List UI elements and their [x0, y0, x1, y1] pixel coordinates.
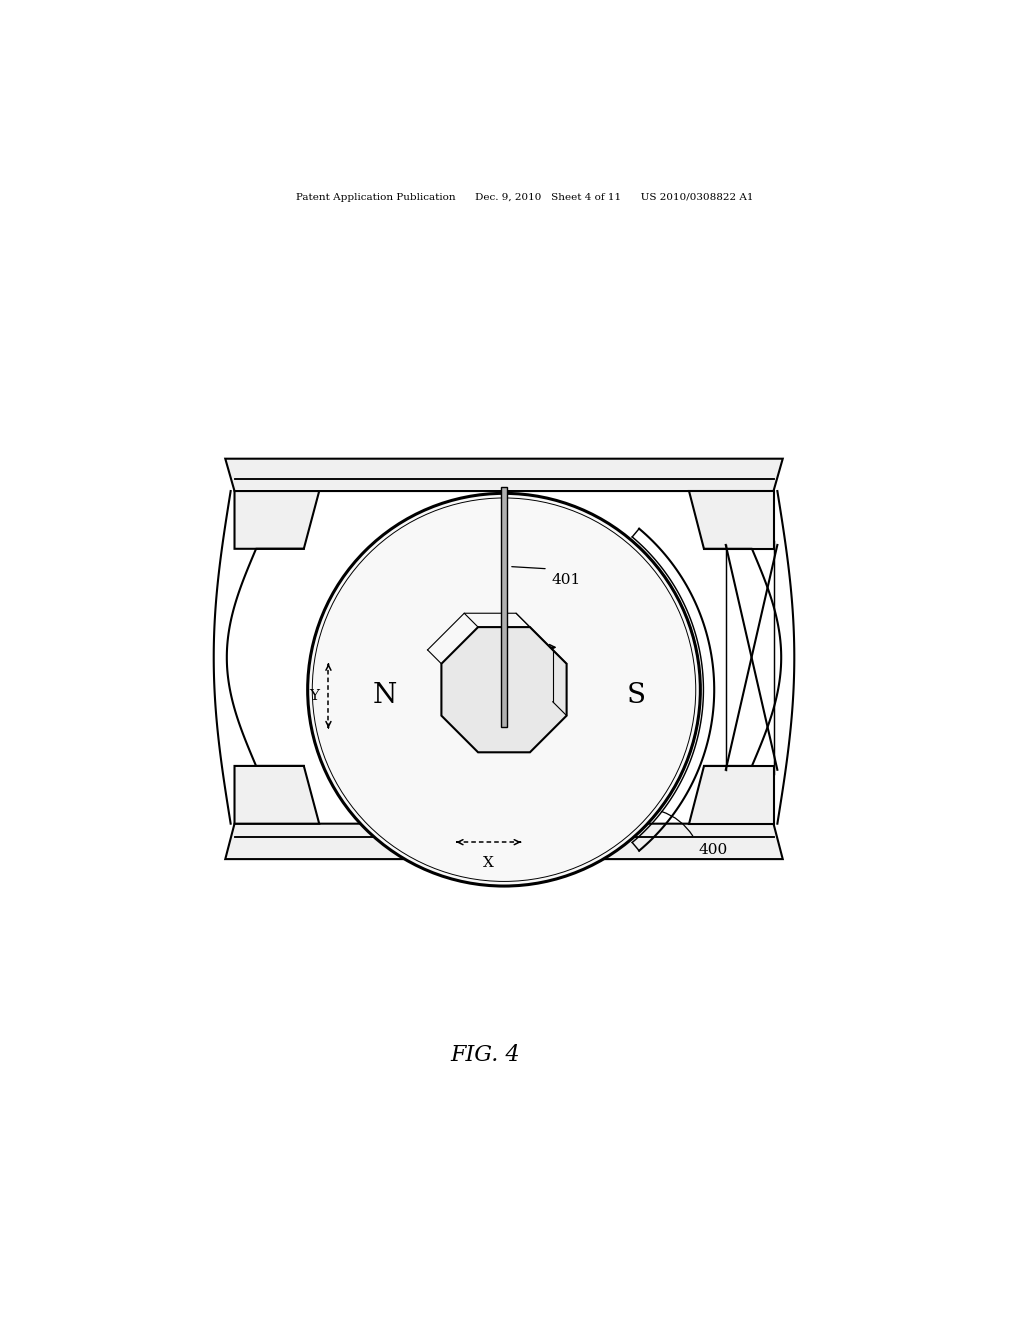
Text: Patent Application Publication      Dec. 9, 2010   Sheet 4 of 11      US 2010/03: Patent Application Publication Dec. 9, 2… — [296, 193, 754, 202]
Text: N: N — [373, 682, 397, 709]
Polygon shape — [234, 491, 319, 549]
Text: 401: 401 — [552, 573, 581, 586]
Polygon shape — [689, 491, 773, 549]
Text: FIG. 4: FIG. 4 — [450, 1044, 519, 1067]
Polygon shape — [234, 766, 319, 824]
Polygon shape — [689, 766, 773, 824]
Bar — [501, 487, 508, 727]
Text: 400: 400 — [698, 843, 727, 857]
Text: S: S — [627, 682, 646, 709]
Text: Y: Y — [309, 689, 319, 702]
Circle shape — [307, 494, 700, 886]
Polygon shape — [225, 459, 782, 491]
Text: X: X — [483, 857, 494, 870]
Polygon shape — [441, 627, 566, 752]
Polygon shape — [225, 824, 782, 859]
